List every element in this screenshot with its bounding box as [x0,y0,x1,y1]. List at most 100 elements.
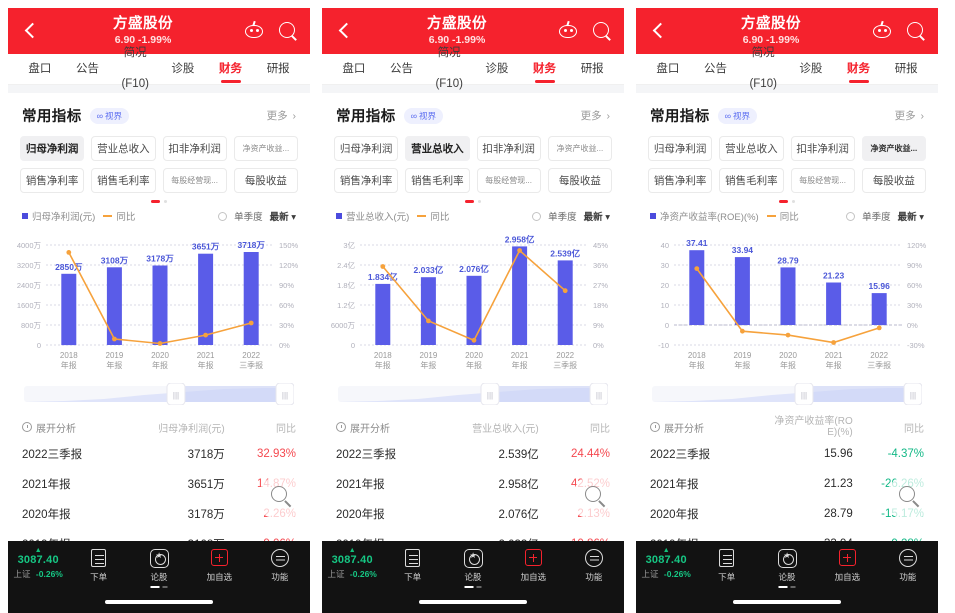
tab-4[interactable]: 财务 [521,54,569,85]
nav-item-index[interactable]: ▲ 3087.40 上证 -0.26% [636,547,696,579]
chevron-left-icon[interactable] [334,20,356,42]
indicator-chip-1-2[interactable]: 每股经营现... [790,168,855,193]
financial-bar-line-chart[interactable]: -10 -30% 0 0% 10 30% 20 60% 30 90% 40 120% 37.41 33.9… [636,227,938,379]
financial-bar-line-chart[interactable]: 0 0% 6000万 9% 1.2亿 18% 1.8亿 27% 2.4亿 36% 3亿 45% 1.83… [322,227,624,379]
indicator-chip-1-3[interactable]: 每股收益 [861,168,926,193]
tab-2[interactable]: 简况(F10) [739,38,787,100]
range-slider-area[interactable]: ||| ||| [652,383,922,405]
chevron-left-icon[interactable] [648,20,670,42]
tab-5[interactable]: 研报 [568,54,616,85]
robot-icon[interactable] [872,20,892,41]
indicator-chip-1-3[interactable]: 每股收益 [233,168,298,193]
indicator-chip-1-3[interactable]: 每股收益 [547,168,612,193]
table-row[interactable]: 2022三季报 2.539亿 24.44% [336,439,610,469]
more-link[interactable]: 更多 › [894,110,924,122]
nav-item-下单[interactable]: 下单 [696,548,756,583]
carousel-dot-active[interactable] [465,200,474,203]
nav-item-加自选[interactable]: 加自选 [503,548,563,583]
indicator-chip-0-3[interactable]: 净资产收益... [861,136,926,161]
indicator-chip-1-2[interactable]: 每股经营现... [476,168,541,193]
range-slider-area[interactable]: ||| ||| [24,383,294,405]
tab-5[interactable]: 研报 [882,54,930,85]
quarter-label[interactable]: 单季度 [862,212,891,223]
latest-dropdown[interactable]: 最新 ▾ [583,212,610,223]
tab-0[interactable]: 盘口 [16,54,64,85]
tab-1[interactable]: 公告 [692,54,740,85]
search-icon[interactable] [278,21,298,41]
nav-item-功能[interactable]: 功能 [564,548,624,583]
nav-item-功能[interactable]: 功能 [250,548,310,583]
tab-3[interactable]: 诊股 [787,54,835,85]
table-row[interactable]: 2020年报 28.79 -15.17% [650,499,924,529]
robot-icon[interactable] [244,20,264,41]
indicator-chip-0-0[interactable]: 归母净利润 [648,136,713,161]
carousel-dot[interactable] [792,200,795,203]
indicator-chip-0-2[interactable]: 扣非净利润 [476,136,541,161]
tab-3[interactable]: 诊股 [159,54,207,85]
carousel-dot-active[interactable] [151,200,160,203]
nav-item-下单[interactable]: 下单 [68,548,128,583]
indicator-chip-0-3[interactable]: 净资产收益... [233,136,298,161]
nav-item-功能[interactable]: 功能 [878,548,938,583]
vision-badge[interactable]: ∞ 视界 [403,107,444,124]
latest-dropdown[interactable]: 最新 ▾ [269,212,296,223]
expand-analysis-button[interactable]: 展开分析 [22,420,126,435]
nav-item-index[interactable]: ▲ 3087.40 上证 -0.26% [322,547,382,579]
chart-range-slider[interactable]: ||| ||| [24,383,294,405]
quarter-radio[interactable] [846,211,856,221]
tab-0[interactable]: 盘口 [330,54,378,85]
search-icon[interactable] [592,21,612,41]
range-slider-area[interactable]: ||| ||| [338,383,608,405]
carousel-dot[interactable] [164,200,167,203]
tab-2[interactable]: 简况(F10) [425,38,473,100]
table-row[interactable]: 2021年报 3651万 14.87% [22,469,296,499]
financial-bar-line-chart[interactable]: 0 0% 800万 30% 1600万 60% 2400万 90% 3200万 120% 4000万… [8,227,310,379]
chart-range-slider[interactable]: ||| ||| [338,383,608,405]
carousel-dot-active[interactable] [779,200,788,203]
nav-item-加自选[interactable]: 加自选 [189,548,249,583]
tab-4[interactable]: 财务 [835,54,883,85]
more-link[interactable]: 更多 › [580,110,610,122]
table-row[interactable]: 2021年报 21.23 -26.26% [650,469,924,499]
indicator-chip-0-1[interactable]: 营业总收入 [719,136,784,161]
expand-analysis-button[interactable]: 展开分析 [336,420,440,435]
quarter-label[interactable]: 单季度 [234,212,263,223]
indicator-chip-1-1[interactable]: 销售毛利率 [91,168,156,193]
tab-1[interactable]: 公告 [64,54,112,85]
indicator-chip-0-3[interactable]: 净资产收益... [547,136,612,161]
tab-3[interactable]: 诊股 [473,54,521,85]
nav-item-下单[interactable]: 下单 [382,548,442,583]
chart-area[interactable]: 0 0% 800万 30% 1600万 60% 2400万 90% 3200万 120% 4000万… [8,227,310,379]
vision-badge[interactable]: ∞ 视界 [89,107,130,124]
table-row[interactable]: 2020年报 3178万 2.26% [22,499,296,529]
indicator-chip-1-0[interactable]: 销售净利率 [648,168,713,193]
chart-area[interactable]: 0 0% 6000万 9% 1.2亿 18% 1.8亿 27% 2.4亿 36% 3亿 45% 1.83… [322,227,624,379]
indicator-chip-0-1[interactable]: 营业总收入 [405,136,470,161]
nav-item-论股[interactable]: 论股 [443,548,503,588]
chart-area[interactable]: -10 -30% 0 0% 10 30% 20 60% 30 90% 40 120% 37.41 33.9… [636,227,938,379]
nav-item-加自选[interactable]: 加自选 [817,548,877,583]
table-row[interactable]: 2020年报 2.076亿 2.13% [336,499,610,529]
quarter-radio[interactable] [218,211,228,221]
chevron-left-icon[interactable] [20,20,42,42]
quarter-radio[interactable] [532,211,542,221]
nav-item-论股[interactable]: 论股 [757,548,817,588]
table-row[interactable]: 2022三季报 3718万 32.93% [22,439,296,469]
tab-0[interactable]: 盘口 [644,54,692,85]
nav-item-index[interactable]: ▲ 3087.40 上证 -0.26% [8,547,68,579]
indicator-chip-0-2[interactable]: 扣非净利润 [790,136,855,161]
indicator-chip-1-0[interactable]: 销售净利率 [334,168,399,193]
more-link[interactable]: 更多 › [266,110,296,122]
expand-analysis-button[interactable]: 展开分析 [650,420,754,435]
indicator-chip-0-0[interactable]: 归母净利润 [20,136,85,161]
indicator-chip-1-2[interactable]: 每股经营现... [162,168,227,193]
search-icon[interactable] [906,21,926,41]
latest-dropdown[interactable]: 最新 ▾ [897,212,924,223]
table-row[interactable]: 2022三季报 15.96 -4.37% [650,439,924,469]
tab-5[interactable]: 研报 [254,54,302,85]
tab-2[interactable]: 简况(F10) [111,38,159,100]
table-row[interactable]: 2021年报 2.958亿 42.52% [336,469,610,499]
indicator-chip-0-0[interactable]: 归母净利润 [334,136,399,161]
indicator-chip-0-1[interactable]: 营业总收入 [91,136,156,161]
indicator-chip-1-1[interactable]: 销售毛利率 [719,168,784,193]
